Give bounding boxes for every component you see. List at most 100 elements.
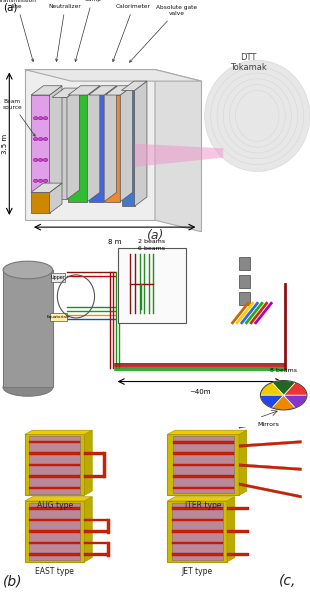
Polygon shape xyxy=(172,530,223,533)
Wedge shape xyxy=(260,382,284,396)
Circle shape xyxy=(38,117,43,120)
Polygon shape xyxy=(173,475,234,478)
Text: (c,: (c, xyxy=(279,574,296,588)
Polygon shape xyxy=(239,430,247,495)
Wedge shape xyxy=(284,382,307,396)
Polygon shape xyxy=(68,85,100,95)
FancyBboxPatch shape xyxy=(239,257,250,270)
Text: Upper: Upper xyxy=(51,275,66,280)
Polygon shape xyxy=(120,85,133,202)
Polygon shape xyxy=(173,452,234,455)
Ellipse shape xyxy=(3,379,53,396)
Polygon shape xyxy=(239,464,302,471)
Wedge shape xyxy=(272,396,295,410)
Polygon shape xyxy=(29,519,80,521)
FancyBboxPatch shape xyxy=(118,249,186,323)
Circle shape xyxy=(33,158,38,161)
Polygon shape xyxy=(68,95,87,202)
Polygon shape xyxy=(29,503,80,560)
Text: 2 beams: 2 beams xyxy=(138,238,166,244)
Polygon shape xyxy=(31,193,50,213)
Wedge shape xyxy=(284,396,307,408)
Polygon shape xyxy=(122,90,135,206)
Text: 6 beams: 6 beams xyxy=(138,246,166,252)
Polygon shape xyxy=(25,69,155,220)
Polygon shape xyxy=(172,553,223,556)
Polygon shape xyxy=(104,85,117,202)
Text: 8 m: 8 m xyxy=(108,239,122,245)
Polygon shape xyxy=(173,436,234,494)
Circle shape xyxy=(33,117,38,120)
Polygon shape xyxy=(89,95,104,202)
Polygon shape xyxy=(167,501,227,562)
Text: AUG type: AUG type xyxy=(37,501,73,510)
Polygon shape xyxy=(172,542,223,544)
Wedge shape xyxy=(260,396,284,408)
Polygon shape xyxy=(25,501,84,562)
Circle shape xyxy=(33,137,38,141)
Polygon shape xyxy=(105,85,133,95)
Polygon shape xyxy=(122,81,147,90)
Polygon shape xyxy=(29,542,80,544)
Circle shape xyxy=(38,179,43,182)
Polygon shape xyxy=(167,430,247,435)
Polygon shape xyxy=(105,95,120,202)
Text: (b): (b) xyxy=(3,574,23,588)
Polygon shape xyxy=(172,503,223,560)
Text: EAST type: EAST type xyxy=(35,568,74,577)
Polygon shape xyxy=(227,530,249,533)
FancyBboxPatch shape xyxy=(50,313,67,321)
Circle shape xyxy=(43,158,48,161)
Polygon shape xyxy=(25,69,202,81)
Polygon shape xyxy=(84,452,104,455)
Polygon shape xyxy=(227,507,249,510)
Polygon shape xyxy=(87,85,100,202)
Polygon shape xyxy=(29,530,80,533)
Text: ~40m: ~40m xyxy=(189,389,211,396)
Text: Equatoriale: Equatoriale xyxy=(47,315,70,319)
Text: 3.5 m: 3.5 m xyxy=(2,134,8,154)
Text: 8 beams: 8 beams xyxy=(270,368,297,373)
Polygon shape xyxy=(135,144,223,167)
Polygon shape xyxy=(84,430,92,495)
Polygon shape xyxy=(31,183,62,193)
FancyBboxPatch shape xyxy=(51,273,65,282)
Text: Beam
source: Beam source xyxy=(2,99,35,136)
Polygon shape xyxy=(67,88,79,199)
Polygon shape xyxy=(84,530,108,533)
Polygon shape xyxy=(167,435,239,495)
Text: (a): (a) xyxy=(3,2,17,12)
Polygon shape xyxy=(84,476,104,478)
Circle shape xyxy=(33,179,38,182)
Ellipse shape xyxy=(205,60,310,172)
Polygon shape xyxy=(29,476,80,478)
Polygon shape xyxy=(52,88,79,98)
Ellipse shape xyxy=(3,261,53,279)
Polygon shape xyxy=(84,497,92,562)
Text: JET type: JET type xyxy=(182,568,213,577)
Polygon shape xyxy=(29,487,80,489)
Circle shape xyxy=(43,137,48,141)
Polygon shape xyxy=(172,519,223,521)
Text: Transmission
line: Transmission line xyxy=(0,0,36,61)
FancyBboxPatch shape xyxy=(239,275,250,288)
Polygon shape xyxy=(89,85,117,95)
Polygon shape xyxy=(172,507,223,510)
Polygon shape xyxy=(29,452,80,455)
Polygon shape xyxy=(50,85,62,193)
FancyBboxPatch shape xyxy=(3,270,53,388)
Polygon shape xyxy=(167,497,235,501)
Text: Mirrors: Mirrors xyxy=(257,421,279,427)
Circle shape xyxy=(43,117,48,120)
Polygon shape xyxy=(25,430,92,435)
Polygon shape xyxy=(135,81,147,206)
Text: (a): (a) xyxy=(146,229,164,243)
Wedge shape xyxy=(272,380,295,396)
Polygon shape xyxy=(84,519,108,521)
Polygon shape xyxy=(25,497,92,501)
Polygon shape xyxy=(29,507,80,510)
Polygon shape xyxy=(31,95,50,193)
FancyBboxPatch shape xyxy=(239,293,250,305)
Polygon shape xyxy=(29,464,80,467)
Polygon shape xyxy=(239,483,302,498)
